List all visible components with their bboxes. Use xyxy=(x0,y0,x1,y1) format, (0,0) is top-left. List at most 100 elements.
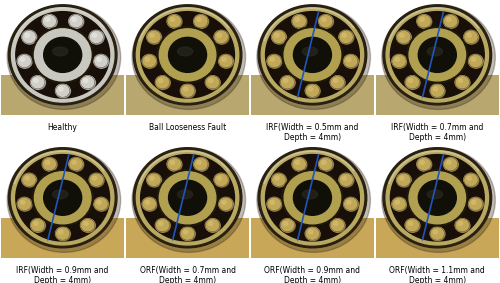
Text: ORF(Width = 0.9mm and
Depth = 4mm): ORF(Width = 0.9mm and Depth = 4mm) xyxy=(264,265,360,283)
Circle shape xyxy=(405,218,419,232)
Circle shape xyxy=(455,218,469,232)
Ellipse shape xyxy=(34,172,91,224)
Circle shape xyxy=(42,15,56,28)
Circle shape xyxy=(220,198,234,211)
Circle shape xyxy=(418,158,432,171)
Circle shape xyxy=(31,219,46,232)
Circle shape xyxy=(80,76,95,89)
Circle shape xyxy=(222,200,226,204)
Circle shape xyxy=(331,76,345,89)
Circle shape xyxy=(344,198,358,211)
Circle shape xyxy=(344,198,358,211)
Circle shape xyxy=(22,174,37,187)
Ellipse shape xyxy=(409,29,466,81)
Ellipse shape xyxy=(282,170,343,226)
Ellipse shape xyxy=(32,170,93,226)
Ellipse shape xyxy=(12,151,114,245)
Circle shape xyxy=(218,55,233,68)
Circle shape xyxy=(392,198,406,211)
Ellipse shape xyxy=(12,8,114,102)
Circle shape xyxy=(334,79,338,83)
Circle shape xyxy=(31,76,46,89)
Ellipse shape xyxy=(136,151,239,245)
FancyBboxPatch shape xyxy=(1,75,124,115)
Circle shape xyxy=(417,158,431,171)
Circle shape xyxy=(168,158,182,171)
Ellipse shape xyxy=(383,148,492,248)
Circle shape xyxy=(392,55,406,68)
Ellipse shape xyxy=(258,5,366,105)
Text: IRF(Width = 0.9mm and
Depth = 4mm): IRF(Width = 0.9mm and Depth = 4mm) xyxy=(16,265,109,283)
Circle shape xyxy=(22,30,36,44)
Circle shape xyxy=(417,15,431,28)
Circle shape xyxy=(420,18,424,22)
Circle shape xyxy=(194,15,208,28)
Circle shape xyxy=(392,55,407,68)
Circle shape xyxy=(295,160,300,164)
Circle shape xyxy=(206,219,220,232)
Ellipse shape xyxy=(157,170,218,226)
Circle shape xyxy=(431,85,445,98)
Circle shape xyxy=(464,30,478,44)
Circle shape xyxy=(342,33,346,37)
Circle shape xyxy=(22,31,37,44)
Ellipse shape xyxy=(386,8,488,102)
Circle shape xyxy=(346,57,351,61)
Circle shape xyxy=(322,160,326,164)
Circle shape xyxy=(156,219,170,232)
Ellipse shape xyxy=(302,190,318,199)
Circle shape xyxy=(292,15,306,28)
Ellipse shape xyxy=(52,47,68,56)
Ellipse shape xyxy=(44,37,82,72)
Ellipse shape xyxy=(261,151,364,245)
Ellipse shape xyxy=(407,170,468,226)
Circle shape xyxy=(322,18,326,22)
Circle shape xyxy=(284,222,288,226)
Circle shape xyxy=(214,174,229,187)
Circle shape xyxy=(392,198,407,211)
Circle shape xyxy=(217,33,222,37)
Ellipse shape xyxy=(382,148,496,252)
Circle shape xyxy=(218,198,233,211)
Ellipse shape xyxy=(257,5,370,110)
Circle shape xyxy=(80,218,95,232)
Circle shape xyxy=(94,198,108,211)
Circle shape xyxy=(418,15,432,28)
Circle shape xyxy=(292,158,307,171)
Circle shape xyxy=(143,198,157,211)
Ellipse shape xyxy=(261,8,364,102)
Circle shape xyxy=(434,87,438,91)
Circle shape xyxy=(339,30,353,44)
Circle shape xyxy=(318,158,333,171)
Circle shape xyxy=(306,84,320,97)
Circle shape xyxy=(147,30,161,44)
FancyBboxPatch shape xyxy=(250,218,374,258)
Text: ORF(Width = 0.7mm and
Depth = 4mm): ORF(Width = 0.7mm and Depth = 4mm) xyxy=(140,265,235,283)
Circle shape xyxy=(272,174,286,187)
Circle shape xyxy=(319,15,334,28)
Circle shape xyxy=(306,85,320,98)
Circle shape xyxy=(20,57,24,61)
Circle shape xyxy=(30,76,45,89)
Circle shape xyxy=(197,160,201,164)
Circle shape xyxy=(58,230,63,234)
Circle shape xyxy=(30,218,45,232)
Circle shape xyxy=(444,15,458,28)
FancyBboxPatch shape xyxy=(1,218,124,258)
Circle shape xyxy=(444,15,458,28)
Circle shape xyxy=(406,219,420,232)
Circle shape xyxy=(18,55,32,68)
Circle shape xyxy=(444,158,458,171)
Circle shape xyxy=(444,158,458,171)
Circle shape xyxy=(70,158,84,171)
Circle shape xyxy=(194,158,208,171)
Circle shape xyxy=(69,15,83,28)
Circle shape xyxy=(446,18,451,22)
Circle shape xyxy=(208,79,213,83)
Circle shape xyxy=(72,160,76,164)
Circle shape xyxy=(408,79,412,83)
Circle shape xyxy=(69,158,83,171)
Circle shape xyxy=(92,176,96,180)
Circle shape xyxy=(281,76,295,89)
Ellipse shape xyxy=(134,5,242,105)
